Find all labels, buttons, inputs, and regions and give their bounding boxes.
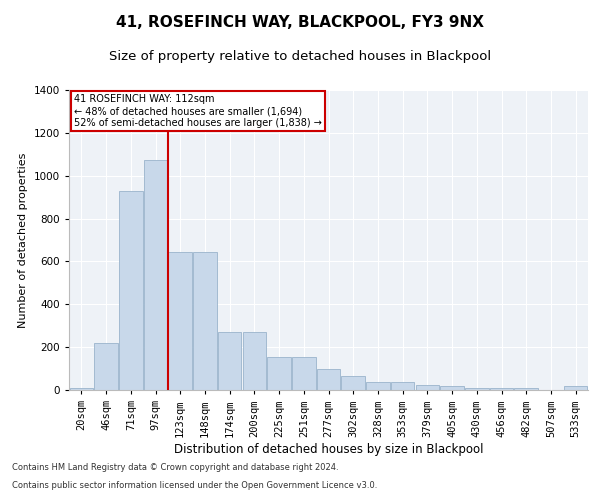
Bar	[366, 382, 389, 390]
Bar	[169, 252, 192, 390]
Bar	[94, 343, 118, 390]
Bar	[193, 252, 217, 390]
Text: 41, ROSEFINCH WAY, BLACKPOOL, FY3 9NX: 41, ROSEFINCH WAY, BLACKPOOL, FY3 9NX	[116, 15, 484, 30]
Bar	[218, 332, 241, 390]
Text: Contains HM Land Registry data © Crown copyright and database right 2024.: Contains HM Land Registry data © Crown c…	[12, 464, 338, 472]
Bar	[144, 160, 167, 390]
Bar	[440, 386, 464, 390]
Text: Contains public sector information licensed under the Open Government Licence v3: Contains public sector information licen…	[12, 481, 377, 490]
Bar	[341, 376, 365, 390]
Bar	[317, 368, 340, 390]
Bar	[268, 357, 291, 390]
Y-axis label: Number of detached properties: Number of detached properties	[18, 152, 28, 328]
Bar	[292, 357, 316, 390]
Bar	[490, 388, 513, 390]
Bar	[514, 388, 538, 390]
X-axis label: Distribution of detached houses by size in Blackpool: Distribution of detached houses by size …	[174, 444, 483, 456]
Bar	[564, 386, 587, 390]
Bar	[416, 386, 439, 390]
Text: Size of property relative to detached houses in Blackpool: Size of property relative to detached ho…	[109, 50, 491, 63]
Bar	[119, 190, 143, 390]
Text: 41 ROSEFINCH WAY: 112sqm
← 48% of detached houses are smaller (1,694)
52% of sem: 41 ROSEFINCH WAY: 112sqm ← 48% of detach…	[74, 94, 322, 128]
Bar	[391, 382, 415, 390]
Bar	[70, 388, 93, 390]
Bar	[465, 388, 488, 390]
Bar	[242, 332, 266, 390]
